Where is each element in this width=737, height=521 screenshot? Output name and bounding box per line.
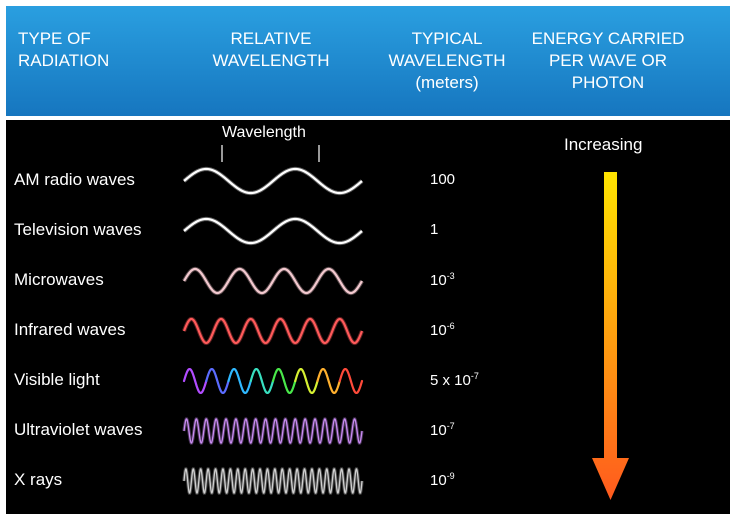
energy-arrow-shape bbox=[592, 172, 629, 500]
value-base: 100 bbox=[430, 171, 456, 188]
wave-am-radio-waves bbox=[182, 166, 364, 196]
wave-segment bbox=[294, 367, 319, 395]
increasing-label: Increasing bbox=[564, 135, 643, 154]
row-label: Ultraviolet waves bbox=[14, 420, 143, 439]
wave-segment bbox=[249, 367, 275, 395]
table-header: TYPE OF RADIATION RELATIVE WAVELENGTH TY… bbox=[6, 6, 730, 116]
row-wavelength-value: 1 bbox=[430, 221, 438, 238]
value-exponent: -6 bbox=[446, 321, 455, 331]
row-wavelength-value: 10-7 bbox=[430, 421, 455, 439]
row-label: Microwaves bbox=[14, 270, 104, 289]
value-exponent: -9 bbox=[446, 471, 455, 481]
wave-infrared-waves bbox=[182, 316, 364, 346]
row-label: Infrared waves bbox=[14, 320, 126, 339]
value-exponent: -3 bbox=[446, 271, 455, 281]
wave-line bbox=[183, 217, 363, 245]
value-base: 10 bbox=[430, 322, 447, 339]
wave-line bbox=[183, 468, 363, 494]
value-base: 10 bbox=[430, 272, 447, 289]
wave-segment bbox=[227, 367, 252, 395]
value-base: 10 bbox=[430, 422, 447, 439]
row-wavelength-value: 10-3 bbox=[430, 271, 455, 289]
wave-visible-light bbox=[182, 367, 364, 395]
header-type-of-radiation: TYPE OF RADIATION bbox=[18, 29, 110, 70]
header-energy-per-photon: ENERGY CARRIED PER WAVE OR PHOTON bbox=[531, 29, 685, 92]
header-typical-wavelength: TYPICAL WAVELENGTH (meters) bbox=[388, 29, 506, 92]
wave-microwaves bbox=[182, 266, 364, 296]
wavelength-markers bbox=[221, 145, 320, 162]
wave-line bbox=[183, 418, 363, 444]
row-wavelength-value: 5 x 10-7 bbox=[430, 371, 479, 389]
row-wavelength-value: 10-9 bbox=[430, 471, 455, 489]
wavelength-label: Wavelength bbox=[222, 124, 306, 141]
value-base: 5 x 10 bbox=[430, 372, 471, 389]
row-label: Visible light bbox=[14, 370, 100, 389]
row-label: AM radio waves bbox=[14, 170, 135, 189]
wave-line bbox=[183, 167, 363, 195]
header-relative-wavelength: RELATIVE WAVELENGTH bbox=[212, 29, 330, 70]
wave-segment bbox=[182, 367, 208, 395]
row-label: X rays bbox=[14, 470, 63, 489]
wave-segment bbox=[316, 367, 341, 395]
value-base: 1 bbox=[430, 221, 439, 238]
row-wavelength-value: 100 bbox=[430, 171, 455, 188]
wave-segment bbox=[205, 367, 230, 395]
value-exponent: -7 bbox=[470, 371, 479, 381]
wave-segment bbox=[271, 367, 297, 395]
wave-television-waves bbox=[182, 216, 364, 246]
wave-line bbox=[183, 267, 363, 295]
wave-line bbox=[182, 317, 364, 345]
value-base: 10 bbox=[430, 472, 447, 489]
wave-ultraviolet-waves bbox=[182, 417, 364, 445]
wave-segment bbox=[338, 367, 364, 395]
value-exponent: -7 bbox=[446, 421, 455, 431]
row-wavelength-value: 10-6 bbox=[430, 321, 455, 339]
radiation-table: Wavelength AM radio waves 100 Television w… bbox=[6, 120, 730, 514]
wave-x-rays bbox=[182, 467, 364, 495]
energy-arrow bbox=[592, 172, 629, 500]
row-label: Television waves bbox=[14, 220, 142, 239]
